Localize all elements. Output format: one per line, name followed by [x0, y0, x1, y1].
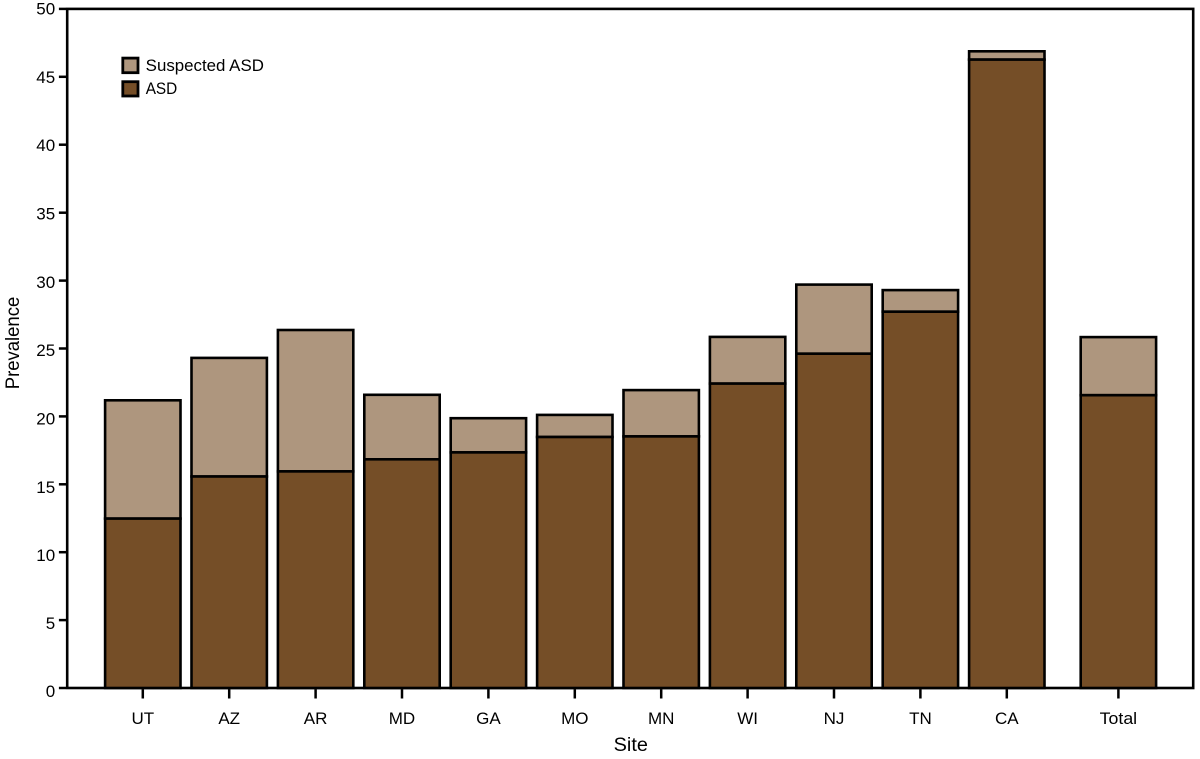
svg-text:0: 0 [46, 682, 55, 701]
svg-text:WI: WI [737, 709, 758, 728]
svg-text:50: 50 [36, 0, 55, 19]
svg-text:Total: Total [1100, 709, 1138, 728]
svg-text:MO: MO [561, 709, 588, 728]
svg-text:45: 45 [36, 68, 55, 87]
svg-text:NJ: NJ [824, 709, 845, 728]
svg-text:40: 40 [36, 136, 55, 155]
svg-text:15: 15 [36, 478, 55, 497]
svg-text:30: 30 [36, 273, 55, 292]
svg-text:AR: AR [304, 709, 328, 728]
svg-text:Site: Site [614, 734, 648, 756]
svg-text:AZ: AZ [218, 709, 240, 728]
svg-text:GA: GA [476, 709, 501, 728]
svg-text:MD: MD [389, 709, 415, 728]
svg-text:MN: MN [648, 709, 674, 728]
svg-text:Suspected ASD: Suspected ASD [146, 57, 264, 75]
svg-text:ASD: ASD [146, 80, 178, 98]
svg-text:5: 5 [46, 614, 55, 633]
svg-text:Prevalence: Prevalence [2, 297, 24, 390]
svg-text:35: 35 [36, 205, 55, 224]
svg-text:TN: TN [909, 709, 932, 728]
svg-text:25: 25 [36, 341, 55, 360]
svg-text:CA: CA [995, 709, 1019, 728]
svg-text:UT: UT [131, 709, 154, 728]
svg-text:20: 20 [36, 409, 55, 428]
svg-text:10: 10 [36, 546, 55, 565]
